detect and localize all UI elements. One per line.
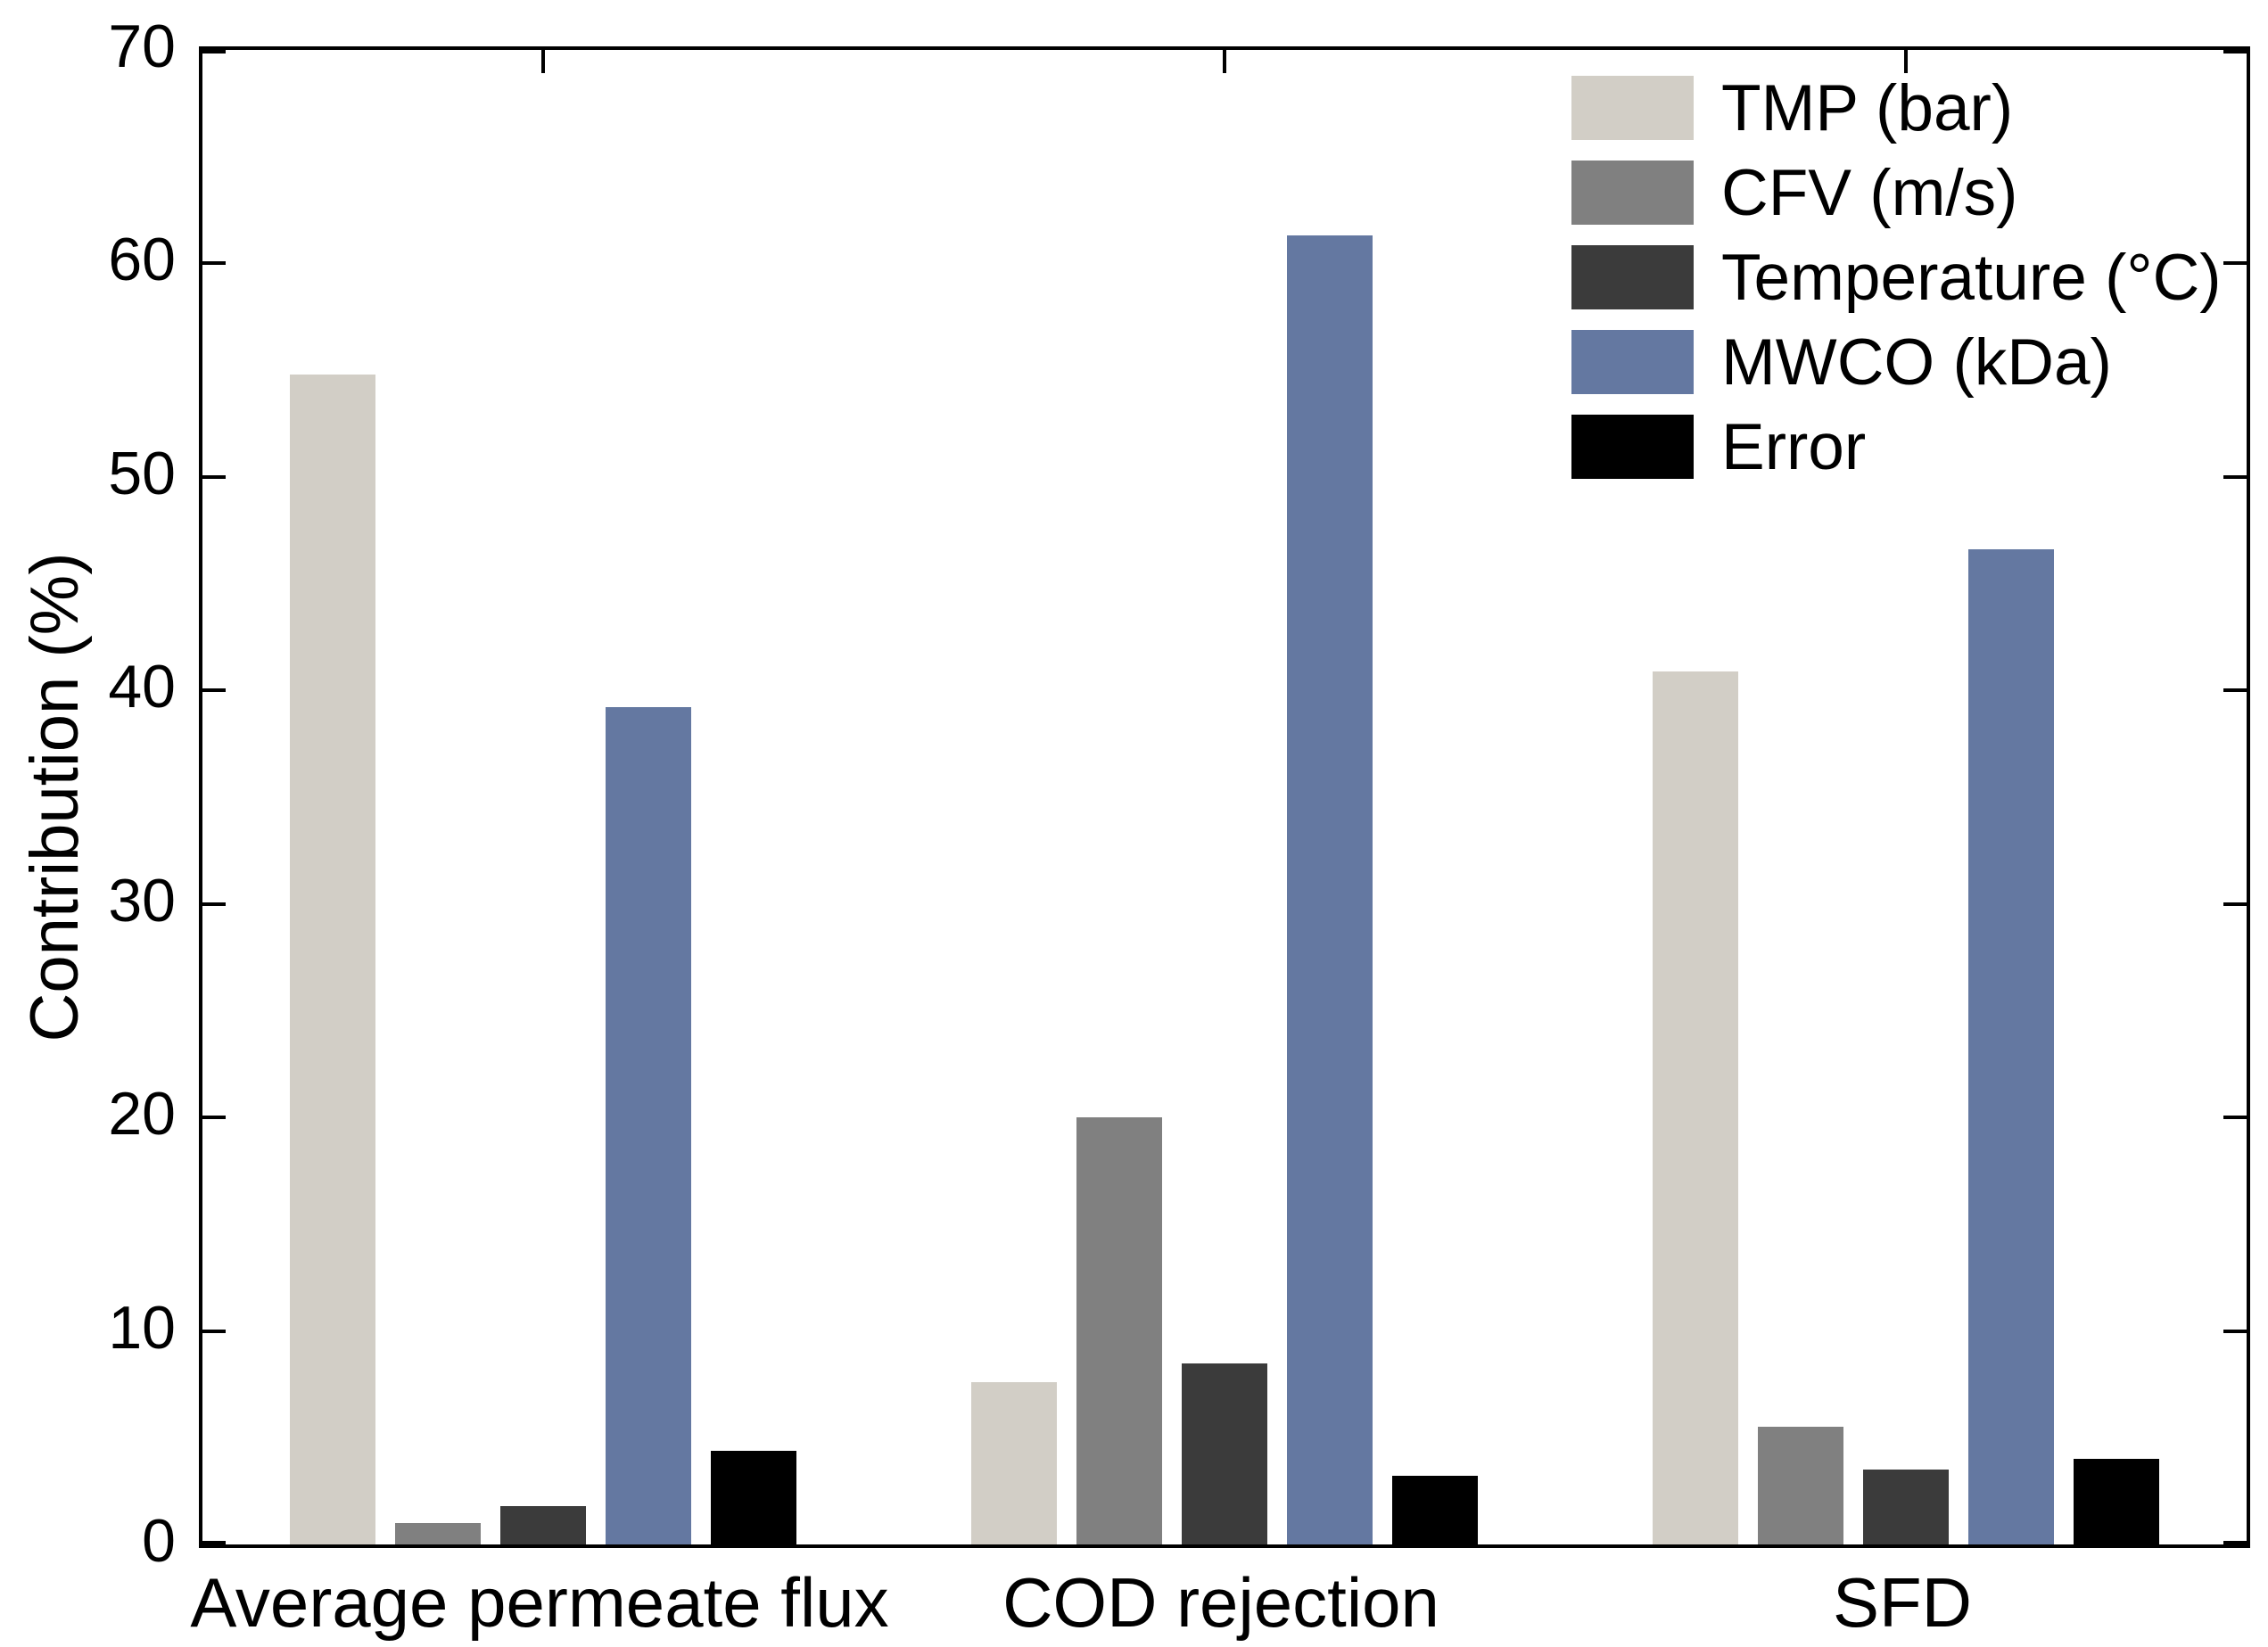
- bar-error-average-permeate-flux: [710, 1450, 796, 1544]
- bar-tmp-bar-cod-rejection: [971, 1382, 1058, 1544]
- y-tick-label-30: 30: [108, 866, 176, 935]
- x-tick-top-cod-rejection: [1223, 50, 1226, 73]
- bar-error-sfd: [2073, 1459, 2159, 1544]
- legend-swatch-error: [1571, 415, 1694, 479]
- legend-label-tmp-bar: TMP (bar): [1721, 71, 2014, 144]
- y-tick-right-10: [2223, 1329, 2247, 1333]
- legend-item-cfv-m-s: CFV (m/s): [1571, 156, 2222, 229]
- bar-error-cod-rejection: [1391, 1476, 1478, 1544]
- y-tick-right-70: [2223, 50, 2247, 54]
- y-tick-label-40: 40: [108, 653, 176, 721]
- legend-label-error: Error: [1721, 410, 1867, 483]
- y-tick-right-40: [2223, 688, 2247, 693]
- y-tick-label-10: 10: [108, 1293, 176, 1362]
- y-tick-right-30: [2223, 902, 2247, 906]
- y-tick-right-0: [2223, 1541, 2247, 1544]
- legend-item-mwco-kda: MWCO (kDa): [1571, 325, 2222, 399]
- x-category-label-cod-rejection: COD rejection: [1002, 1563, 1439, 1642]
- legend-item-tmp-bar: TMP (bar): [1571, 71, 2222, 144]
- x-tick-top-average-permeate-flux: [541, 50, 545, 73]
- x-category-label-average-permeate-flux: Average permeate flux: [190, 1563, 889, 1642]
- legend-label-mwco-kda: MWCO (kDa): [1721, 325, 2112, 399]
- bar-cfv-m-s-average-permeate-flux: [395, 1523, 482, 1544]
- y-tick-left-40: [202, 688, 226, 693]
- legend-item-temperature-c: Temperature (°C): [1571, 241, 2222, 314]
- legend-label-cfv-m-s: CFV (m/s): [1721, 156, 2018, 229]
- y-tick-right-50: [2223, 474, 2247, 479]
- y-tick-label-20: 20: [108, 1080, 176, 1149]
- legend-swatch-temperature-c: [1571, 245, 1694, 309]
- y-tick-right-20: [2223, 1116, 2247, 1120]
- y-tick-label-50: 50: [108, 439, 176, 507]
- y-tick-left-20: [202, 1116, 226, 1120]
- y-tick-left-0: [202, 1541, 226, 1544]
- y-tick-left-30: [202, 902, 226, 906]
- x-tick-top-sfd: [1904, 50, 1908, 73]
- legend-label-temperature-c: Temperature (°C): [1721, 241, 2222, 314]
- legend: TMP (bar) CFV (m/s) Temperature (°C) MWCO (…: [1571, 76, 2222, 499]
- y-tick-label-60: 60: [108, 226, 176, 294]
- bar-cfv-m-s-sfd: [1758, 1427, 1844, 1544]
- legend-swatch-mwco-kda: [1571, 330, 1694, 394]
- bar-temperature-c-average-permeate-flux: [500, 1505, 586, 1544]
- legend-swatch-cfv-m-s: [1571, 161, 1694, 225]
- y-tick-label-70: 70: [108, 12, 176, 80]
- x-category-label-sfd: SFD: [1833, 1563, 1972, 1642]
- bar-cfv-m-s-cod-rejection: [1076, 1117, 1163, 1544]
- y-tick-left-50: [202, 474, 226, 479]
- plot-area: [199, 46, 2250, 1548]
- y-tick-label-0: 0: [142, 1507, 176, 1575]
- y-tick-left-70: [202, 50, 226, 54]
- bar-temperature-c-sfd: [1863, 1470, 1949, 1544]
- bar-mwco-kda-average-permeate-flux: [605, 707, 691, 1544]
- y-tick-left-60: [202, 261, 226, 266]
- y-tick-right-60: [2223, 261, 2247, 266]
- legend-swatch-tmp-bar: [1571, 76, 1694, 140]
- y-tick-left-10: [202, 1329, 226, 1333]
- bar-tmp-bar-average-permeate-flux: [290, 374, 376, 1544]
- y-axis-label: Contribution (%): [17, 552, 93, 1042]
- legend-item-error: Error: [1571, 410, 2222, 483]
- bar-tmp-bar-sfd: [1653, 671, 1739, 1544]
- bar-mwco-kda-cod-rejection: [1286, 235, 1373, 1544]
- bar-mwco-kda-sfd: [1967, 549, 2054, 1544]
- bar-temperature-c-cod-rejection: [1182, 1363, 1267, 1544]
